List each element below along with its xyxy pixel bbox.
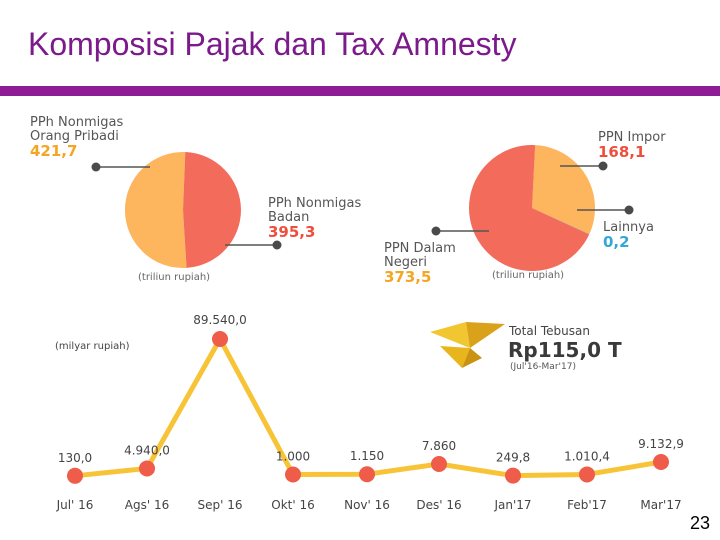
pie-slice-1 — [124, 152, 187, 269]
x-tick-label: Nov' 16 — [344, 498, 390, 512]
pie2-unit-note: (triliun rupiah) — [492, 270, 564, 281]
summary-label: Total Tebusan — [508, 324, 590, 338]
leader-dot — [624, 205, 634, 215]
data-label: 1.000 — [276, 449, 310, 463]
data-label: 9.132,9 — [638, 437, 684, 451]
slide-title: Komposisi Pajak dan Tax Amnesty — [28, 26, 517, 62]
pph-badan-value: 395,3 — [268, 223, 315, 241]
data-label: 4.940,0 — [124, 443, 170, 457]
logo-part — [430, 322, 470, 348]
data-point — [431, 455, 447, 472]
data-label: 7.860 — [422, 439, 456, 453]
summary-value: Rp115,0 T — [508, 338, 622, 362]
data-label: 1.150 — [350, 449, 384, 463]
x-tick-label: Sep' 16 — [198, 498, 243, 512]
x-tick-label: Jul' 16 — [56, 498, 94, 512]
pph-badan-label: Badan — [268, 210, 309, 225]
pie-slice-2 — [532, 208, 590, 235]
data-label: 89.540,0 — [193, 313, 246, 327]
data-label: 130,0 — [58, 451, 92, 465]
ppn-dalam-negeri-value: 373,5 — [384, 268, 431, 286]
pie-slice-3 — [469, 145, 590, 272]
pph-orang-pribadi-label: PPh Nonmigas — [30, 115, 123, 130]
data-point — [505, 467, 521, 484]
logo-part — [466, 322, 505, 348]
lainnya-label: Lainnya — [603, 220, 654, 235]
data-point — [653, 454, 669, 471]
data-point — [212, 331, 228, 347]
title-accent-bar — [0, 86, 720, 96]
x-tick-label: Feb'17 — [567, 498, 607, 512]
leader-dot — [272, 240, 282, 250]
data-label: 249,8 — [496, 451, 530, 465]
pph-orang-pribadi-label: Orang Pribadi — [30, 129, 119, 144]
summary-period: (Jul'16-Mar'17) — [510, 362, 576, 372]
pie1-unit-note: (triliun rupiah) — [138, 272, 210, 283]
pie-slice-1 — [532, 145, 595, 235]
data-point — [139, 460, 155, 477]
ppn-impor-label: PPN Impor — [598, 130, 666, 145]
data-point — [285, 466, 301, 483]
data-point — [67, 467, 83, 484]
ppn-dalam-negeri-label: Negeri — [384, 255, 427, 270]
ppn-dalam-negeri-label: PPN Dalam — [384, 241, 456, 256]
x-tick-label: Mar'17 — [640, 498, 681, 512]
line-unit-note: (milyar rupiah) — [55, 341, 130, 352]
data-label: 1.010,4 — [564, 449, 610, 463]
logo-part — [462, 348, 482, 368]
x-tick-label: Jan'17 — [493, 498, 531, 512]
data-point — [359, 466, 375, 483]
x-tick-label: Okt' 16 — [271, 498, 314, 512]
pph-orang-pribadi-value: 421,7 — [30, 142, 77, 160]
gold-bird-logo-icon — [430, 322, 505, 368]
leader-dot — [598, 161, 608, 171]
leader-dot — [431, 226, 441, 236]
logo-part — [440, 346, 470, 368]
page-number: 23 — [689, 513, 710, 533]
data-point — [579, 466, 595, 483]
ppn-impor-value: 168,1 — [598, 143, 645, 161]
x-tick-label: Des' 16 — [416, 498, 461, 512]
leader-dot — [91, 162, 101, 172]
lainnya-value: 0,2 — [603, 233, 630, 251]
pph-badan-label: PPh Nonmigas — [268, 196, 361, 211]
tax-amnesty-line-chart: (milyar rupiah) 130,0 Jul' 16 4.940,0 Ags' 1… — [55, 313, 684, 512]
x-tick-label: Ags' 16 — [125, 498, 169, 512]
pie-slice-2 — [183, 152, 241, 268]
